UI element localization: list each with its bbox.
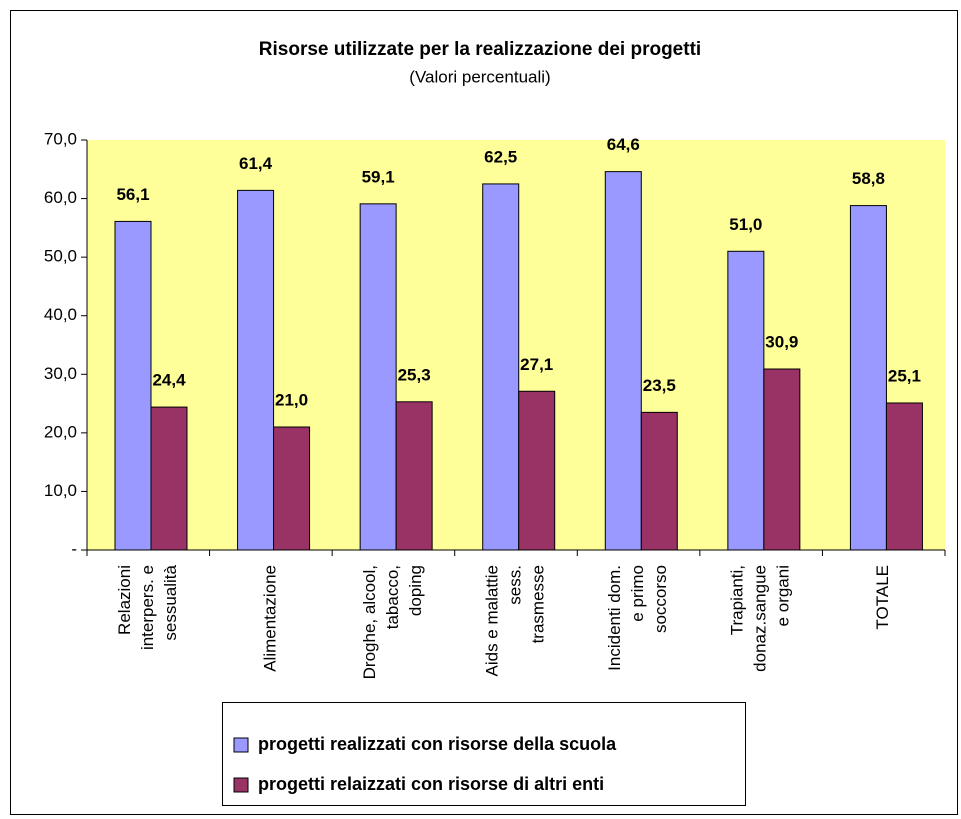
x-tick-label: sessualità (161, 564, 180, 640)
y-tick-label: 20,0 (44, 422, 77, 441)
bar (395, 401, 433, 551)
data-label: 25,3 (398, 365, 431, 384)
x-tick-label: e organi (774, 565, 793, 626)
bar (727, 250, 765, 551)
x-tick-label: Alimentazione (260, 565, 279, 672)
bar (482, 183, 520, 551)
data-label: 64,6 (607, 135, 640, 154)
bar (885, 402, 923, 551)
data-label: 51,0 (729, 215, 762, 234)
x-tick-label: Relazioni (115, 565, 134, 635)
x-tick-label: tabacco, (383, 565, 402, 629)
data-label: 61,4 (239, 154, 273, 173)
bar (640, 411, 678, 551)
data-label: 23,5 (643, 376, 676, 395)
y-tick-label: - (71, 539, 77, 558)
y-tick-label: 40,0 (44, 305, 77, 324)
data-label: 24,4 (152, 371, 186, 390)
data-label: 25,1 (888, 366, 921, 385)
data-label: 30,9 (765, 332, 798, 351)
x-tick-group: Droghe, alcool, tabacco, doping (360, 565, 425, 679)
x-tick-label: donaz.sangue (751, 565, 770, 672)
data-label: 62,5 (484, 147, 517, 166)
x-tick-label: Aids e malattie (482, 565, 501, 677)
y-tick-label: 70,0 (44, 129, 77, 148)
y-tick-label: 30,0 (44, 364, 77, 383)
y-tick-label: 50,0 (44, 247, 77, 266)
legend-label: progetti relaizzati con risorse di altri… (258, 774, 604, 794)
x-tick-label: soccorso (651, 565, 670, 633)
bar (518, 390, 556, 551)
bar (273, 426, 311, 551)
legend-swatch (233, 777, 249, 793)
x-tick-label: sess. (505, 565, 524, 605)
x-tick-label: interpers. e (138, 565, 157, 650)
x-tick-group: Trapianti, donaz.sangue e organi (728, 565, 793, 672)
chart-subtitle: (Valori percentuali) (409, 67, 550, 86)
data-label: 27,1 (520, 355, 553, 374)
bar (359, 203, 397, 551)
chart-title: Risorse utilizzate per la realizzazione … (259, 39, 701, 60)
bar (150, 406, 188, 551)
x-tick-group: Incidenti dom. e primo soccorso (605, 565, 670, 671)
bar (849, 205, 887, 551)
x-tick-group: Relazioni interpers. e sessualità (115, 564, 180, 650)
x-tick-label: Trapianti, (728, 565, 747, 635)
x-tick-label: Incidenti dom. (605, 565, 624, 671)
x-tick-label: doping (406, 565, 425, 616)
x-tick-label: TOTALE (873, 565, 892, 630)
bar (237, 189, 275, 551)
legend-swatch (233, 737, 249, 753)
legend-box (222, 702, 746, 806)
y-tick-label: 10,0 (44, 481, 77, 500)
y-tick-label: 60,0 (44, 188, 77, 207)
data-label: 58,8 (852, 169, 885, 188)
x-tick-group: TOTALE (873, 565, 892, 630)
x-tick-label: e primo (628, 565, 647, 622)
data-label: 59,1 (362, 167, 395, 186)
x-tick-group: Aids e malattie sess. trasmesse (482, 565, 547, 677)
legend-label: progetti realizzati con risorse della sc… (258, 734, 617, 754)
x-tick-label: trasmesse (528, 565, 547, 643)
bar (763, 368, 801, 551)
x-tick-label: Droghe, alcool, (360, 565, 379, 679)
bar (604, 171, 642, 551)
x-tick-group: Alimentazione (260, 565, 279, 672)
data-label: 21,0 (275, 390, 308, 409)
bar (114, 220, 152, 551)
data-label: 56,1 (116, 185, 149, 204)
